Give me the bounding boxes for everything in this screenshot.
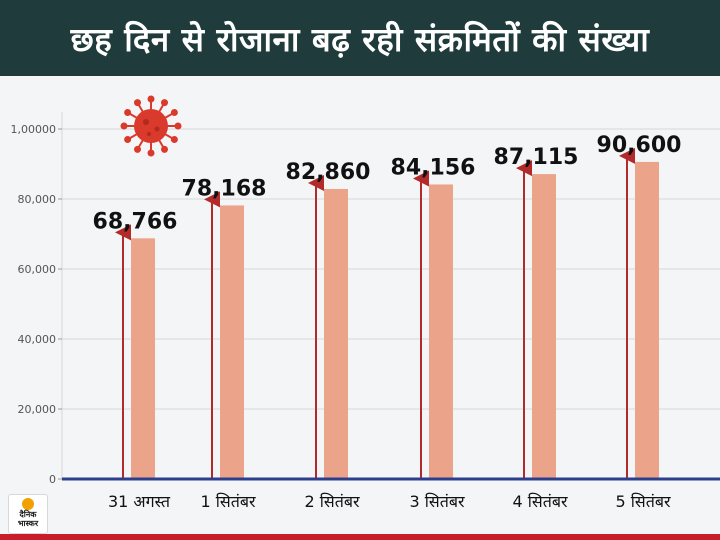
- virus-spike-tip: [161, 145, 168, 153]
- x-category-label: 3 सितंबर: [409, 492, 464, 511]
- y-tick-label: 1,00000: [11, 123, 57, 136]
- bar: [635, 161, 659, 479]
- x-category-label: 1 सितंबर: [200, 492, 255, 511]
- bar-chart: 0 20,000 40,000 60,000 80,000 1,00000 68,76678…: [11, 95, 720, 511]
- virus-spike-tip: [147, 149, 155, 157]
- value-label: 78,168: [182, 176, 267, 201]
- value-label: 87,115: [494, 145, 579, 170]
- chart-header: छह दिन से रोजाना बढ़ रही संक्रमितों की स…: [0, 0, 720, 76]
- logo-line2: भास्कर: [17, 519, 39, 528]
- bottom-strip: [0, 534, 720, 540]
- y-tick-label: 0: [49, 473, 56, 486]
- virus-spike-tip: [120, 122, 128, 130]
- virus-spike-tip: [170, 136, 178, 143]
- virus-spot: [154, 126, 160, 132]
- virus-spot: [147, 132, 151, 136]
- value-label: 84,156: [391, 155, 476, 180]
- logo-line1: दैनिक: [19, 510, 37, 519]
- virus-spike-tip: [161, 99, 168, 107]
- x-category-label: 5 सितंबर: [615, 492, 670, 511]
- virus-spike-tip: [134, 99, 141, 107]
- y-tick-label: 80,000: [18, 193, 57, 206]
- virus-spike-tip: [147, 95, 155, 103]
- virus-spot: [143, 119, 149, 125]
- virus-spike-tip: [124, 109, 132, 116]
- dainik-bhaskar-logo: दैनिक भास्कर: [8, 494, 48, 534]
- chart-title: छह दिन से रोजाना बढ़ रही संक्रमितों की स…: [70, 19, 650, 59]
- virus-spike-tip: [134, 145, 141, 153]
- virus-spike-tip: [170, 109, 178, 116]
- coronavirus-icon: [120, 95, 182, 157]
- bar: [131, 238, 155, 479]
- x-category-label: 4 सितंबर: [512, 492, 567, 511]
- virus-spike-tip: [124, 136, 132, 143]
- value-label: 82,860: [286, 160, 371, 185]
- virus-body: [134, 109, 168, 143]
- sun-icon: [22, 498, 34, 510]
- value-label: 90,600: [597, 133, 682, 158]
- x-category-label: 2 सितंबर: [304, 492, 359, 511]
- y-tick-label: 60,000: [18, 263, 57, 276]
- bar: [220, 205, 244, 480]
- y-tick-label: 40,000: [18, 333, 57, 346]
- bar: [324, 188, 348, 479]
- virus-spike-tip: [174, 122, 182, 130]
- bar: [532, 174, 556, 479]
- y-tick-label: 20,000: [18, 403, 57, 416]
- value-label: 68,766: [93, 209, 178, 234]
- x-category-label: 31 अगस्त: [108, 492, 171, 511]
- bar: [429, 184, 453, 479]
